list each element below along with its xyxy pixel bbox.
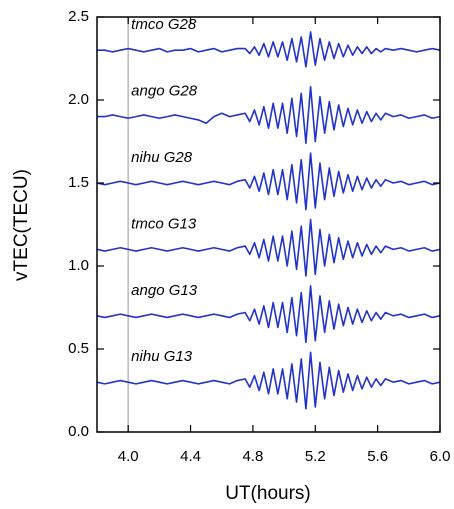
x-tick-label: 5.6 [367,448,388,465]
series-label: tmco G13 [131,215,197,232]
trace [96,351,441,410]
series-label: nihu G28 [131,149,193,166]
x-tick-label: 4.8 [242,448,263,465]
series-label: nihu G13 [131,348,193,365]
x-axis-label: UT(hours) [225,483,311,504]
y-tick-label: 0.5 [68,340,89,357]
x-tick-label: 6.0 [430,448,451,465]
series-label: ango G13 [131,282,198,299]
x-tick-label: 4.4 [180,448,201,465]
y-tick-label: 2.5 [68,8,89,25]
trace [96,285,441,344]
y-tick-label: 0.0 [68,423,89,440]
series-label: ango G28 [131,83,198,100]
y-axis-label: vTEC(TECU) [11,169,32,281]
series-label: tmco G28 [131,16,197,33]
trace [97,85,441,144]
trace [97,31,441,68]
y-tick-label: 1.5 [68,174,89,191]
y-tick-label: 2.0 [68,91,89,108]
y-tick-label: 1.0 [68,257,89,274]
trace [96,152,441,211]
x-tick-label: 4.0 [118,448,139,465]
trace [96,218,441,277]
x-tick-label: 5.2 [305,448,326,465]
plot-frame [96,16,441,433]
